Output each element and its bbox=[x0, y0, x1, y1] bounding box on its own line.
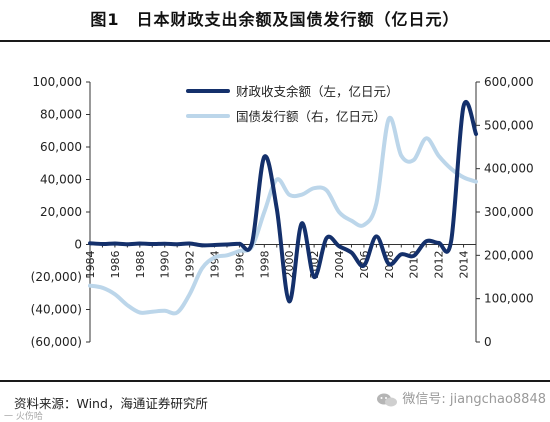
left-tick-label: 0 bbox=[74, 238, 82, 252]
corner-watermark: 一 火伤哈 bbox=[4, 412, 43, 422]
chart-legend: 财政收支余额（左，亿日元） 国债发行额（右，亿日元） bbox=[186, 84, 399, 124]
source-note: 资料来源：Wind，海通证券研究所 bbox=[14, 396, 208, 411]
right-tick-label: 100,000 bbox=[484, 292, 534, 306]
legend-label-fiscal-balance: 财政收支余额（左，亿日元） bbox=[236, 84, 399, 99]
right-tick-label: 500,000 bbox=[484, 118, 534, 132]
watermark-text: 微信号: jiangchao8848 bbox=[402, 392, 546, 407]
x-tick-label: 1984 bbox=[84, 251, 97, 279]
right-tick-label: 0 bbox=[484, 335, 492, 349]
right-tick-label: 400,000 bbox=[484, 162, 534, 176]
chart-axes: (60,000) (40,000) (20,000) 0 20,000 40,000 60,… bbox=[31, 75, 534, 349]
x-tick-label: 1998 bbox=[258, 251, 271, 279]
x-tick-label: 2012 bbox=[433, 251, 446, 279]
left-tick-label: 100,000 bbox=[32, 75, 82, 89]
right-tick-label: 600,000 bbox=[484, 75, 534, 89]
x-tick-label: 1996 bbox=[233, 251, 246, 279]
series-line-fiscal-balance bbox=[88, 100, 478, 304]
figure-title: 图1 日本财政支出余额及国债发行额（亿日元） bbox=[90, 10, 460, 29]
bottom-rule bbox=[0, 380, 550, 382]
x-tick-label: 1986 bbox=[109, 251, 122, 279]
x-tick-label: 2014 bbox=[458, 251, 471, 279]
left-tick-label: 80,000 bbox=[40, 108, 82, 122]
left-tick-label: (20,000) bbox=[31, 270, 82, 284]
title-rule bbox=[0, 40, 550, 42]
legend-label-bond-issuance: 国债发行额（右，亿日元） bbox=[236, 109, 386, 124]
left-tick-label: 40,000 bbox=[40, 173, 82, 187]
left-tick-label: (40,000) bbox=[31, 303, 82, 317]
x-tick-label: 2004 bbox=[333, 251, 346, 279]
watermark: 微信号: jiangchao8848 bbox=[376, 388, 546, 408]
wechat-icon bbox=[377, 393, 398, 406]
x-tick-label: 1988 bbox=[134, 251, 147, 279]
series-line-bond-issuance bbox=[88, 115, 478, 316]
x-tick-label: 1992 bbox=[184, 251, 197, 279]
left-tick-label: (60,000) bbox=[31, 335, 82, 349]
left-tick-label: 20,000 bbox=[40, 205, 82, 219]
chart-plot-area bbox=[88, 100, 478, 316]
right-tick-label: 200,000 bbox=[484, 248, 534, 262]
x-tick-label: 1990 bbox=[159, 251, 172, 279]
right-tick-label: 300,000 bbox=[484, 205, 534, 219]
left-tick-label: 60,000 bbox=[40, 140, 82, 154]
